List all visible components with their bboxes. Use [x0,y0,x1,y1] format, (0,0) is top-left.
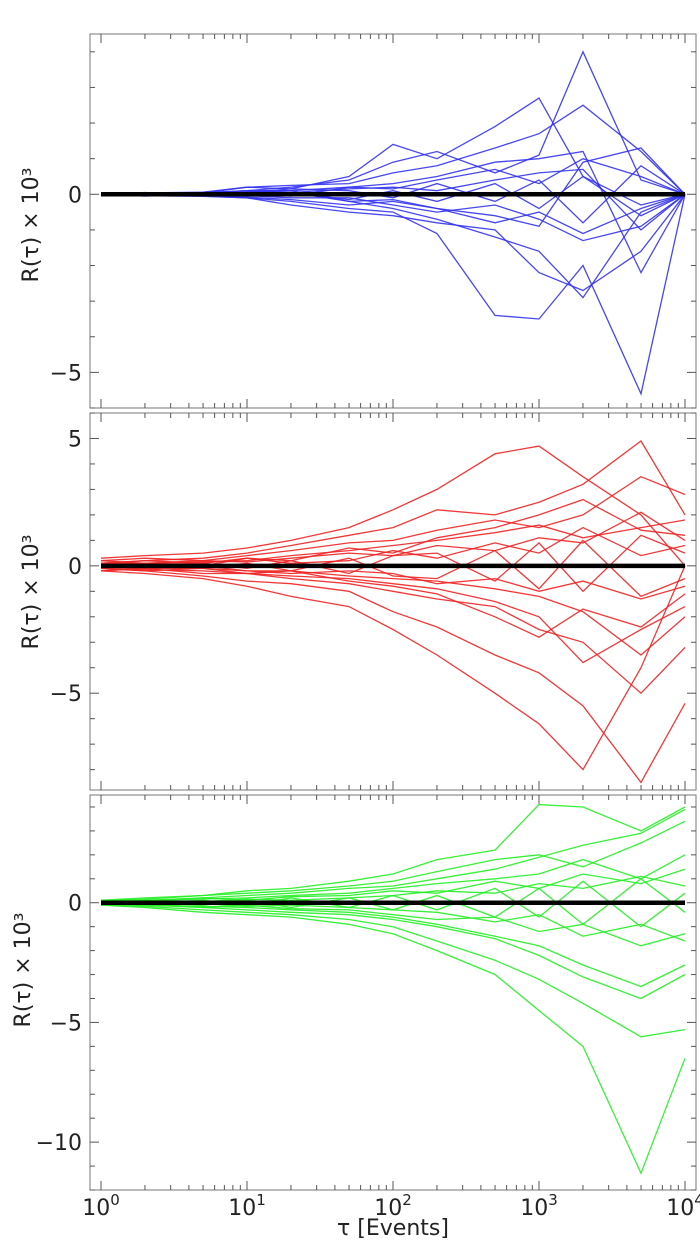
series-line-bottom-2 [100,904,686,1175]
series-line-bottom-13 [100,808,686,903]
series-line-middle-16 [100,567,686,638]
series-line-middle-6 [100,567,686,695]
x-tick-label: 102 [374,1191,412,1221]
x-tick-label: 104 [666,1191,700,1221]
y-tick-label-top: 0 [68,183,82,208]
series-line-middle-8 [100,567,686,664]
series-group-bottom [100,803,686,1175]
series-line-bottom-12 [100,877,686,926]
panel-top-ylabel: R(τ) × 10³ [19,168,44,283]
series-line-bottom-11 [100,880,686,928]
panel-middle-red: R(τ) × 10³ −5 0 5 [19,412,697,791]
series-line-top-3 [100,191,686,396]
series-line-middle-5 [100,475,686,562]
panel-middle-frame [89,412,697,791]
y-tick-label-middle: 0 [68,555,82,580]
series-line-middle-9 [100,511,686,566]
panel-top-blue: R(τ) × 10³ −5 0 [19,33,697,409]
panel-bottom-frame [89,794,697,1191]
y-tick-label-bottom: −10 [36,1131,82,1156]
x-tick-label: 101 [228,1191,266,1221]
series-line-middle-2 [100,565,686,771]
y-tick-label-middle: −5 [50,682,82,707]
series-line-middle-7 [101,519,686,564]
panel-middle-ylabel: R(τ) × 10³ [19,535,44,650]
series-line-bottom-14 [100,903,686,1000]
y-tick-label-bottom: 0 [68,892,82,917]
series-group-middle [100,440,686,784]
x-axis-label: τ [Events] [337,1216,449,1241]
series-line-middle-1 [100,445,686,567]
series-line-bottom-3 [100,820,686,901]
series-group-top [100,50,686,396]
series-line-middle-15 [100,498,686,564]
panel-bottom-ylabel: R(τ) × 10³ [11,913,36,1028]
y-tick-label-middle: 5 [68,427,82,452]
panel-bottom-green: R(τ) × 10³ −10 −5 0 [11,794,697,1191]
x-tick-labels: 100 101 102 103 104 [82,1191,700,1221]
y-tick-label-top: −5 [50,361,82,386]
series-line-top-14 [100,191,686,235]
x-tick-label: 103 [520,1191,558,1221]
panel-top-frame [89,33,697,409]
series-line-middle-4 [100,567,686,784]
x-tick-label: 100 [82,1191,120,1221]
y-tick-label-bottom: −5 [50,1011,82,1036]
series-line-bottom-4 [100,904,686,1038]
series-line-top-4 [100,190,686,299]
series-line-bottom-6 [100,903,686,988]
series-line-middle-3 [100,440,686,564]
series-line-bottom-5 [100,854,686,903]
